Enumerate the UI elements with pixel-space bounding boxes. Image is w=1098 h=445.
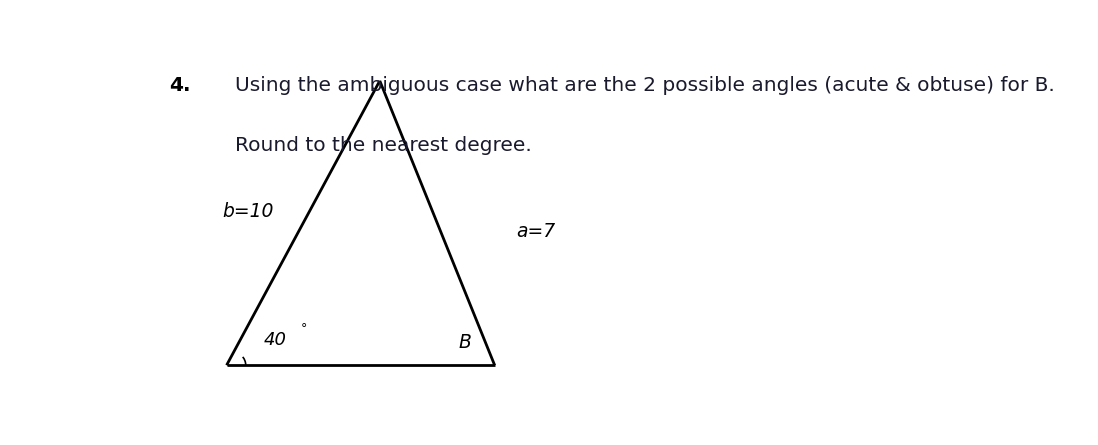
Text: Round to the nearest degree.: Round to the nearest degree. (235, 136, 531, 154)
Text: °: ° (301, 322, 307, 336)
Text: Using the ambiguous case what are the 2 possible angles (acute & obtuse) for B.: Using the ambiguous case what are the 2 … (235, 76, 1055, 95)
Text: 40: 40 (264, 331, 287, 348)
Text: B: B (459, 333, 471, 352)
Text: a=7: a=7 (516, 222, 556, 241)
Text: b=10: b=10 (222, 202, 273, 221)
Text: 4.: 4. (169, 76, 191, 95)
